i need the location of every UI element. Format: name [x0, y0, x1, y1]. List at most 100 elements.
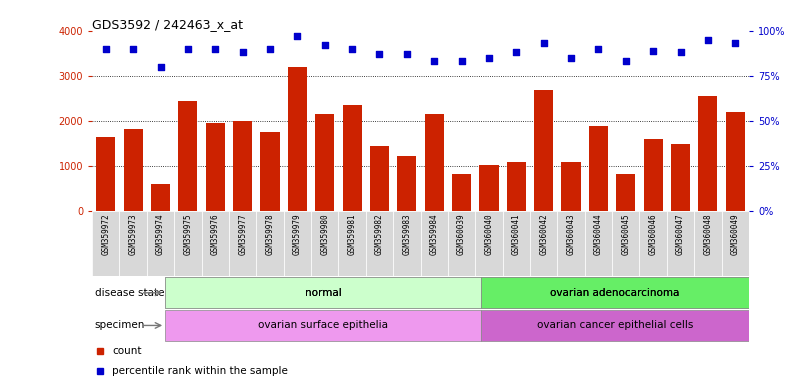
- Point: [619, 58, 632, 65]
- Bar: [562, 162, 581, 211]
- Text: GSM359984: GSM359984: [429, 213, 439, 255]
- Point: [646, 48, 659, 54]
- Bar: [311, 211, 339, 276]
- Point: [373, 51, 386, 57]
- Point: [592, 46, 605, 52]
- Point: [455, 58, 468, 65]
- Bar: [165, 277, 481, 308]
- Bar: [229, 211, 256, 276]
- Point: [318, 42, 331, 48]
- Point: [154, 64, 167, 70]
- Bar: [421, 211, 448, 276]
- Bar: [507, 162, 526, 211]
- Bar: [722, 211, 749, 276]
- Text: ovarian cancer epithelial cells: ovarian cancer epithelial cells: [537, 320, 694, 331]
- Text: count: count: [112, 346, 142, 356]
- Text: GSM359981: GSM359981: [348, 213, 356, 255]
- Text: GSM360041: GSM360041: [512, 213, 521, 255]
- Bar: [481, 277, 749, 308]
- Text: ovarian surface epithelia: ovarian surface epithelia: [258, 320, 388, 331]
- Bar: [475, 211, 503, 276]
- Text: disease state: disease state: [95, 288, 164, 298]
- Text: GSM360044: GSM360044: [594, 213, 603, 255]
- Bar: [315, 114, 334, 211]
- Bar: [151, 184, 170, 211]
- Text: GSM360039: GSM360039: [457, 213, 466, 255]
- Text: GSM360045: GSM360045: [622, 213, 630, 255]
- Text: percentile rank within the sample: percentile rank within the sample: [112, 366, 288, 376]
- Bar: [147, 211, 175, 276]
- Text: GSM359982: GSM359982: [375, 213, 384, 255]
- Bar: [284, 211, 311, 276]
- Text: GSM359976: GSM359976: [211, 213, 219, 255]
- Bar: [589, 126, 608, 211]
- Bar: [666, 211, 694, 276]
- Text: GSM360049: GSM360049: [731, 213, 740, 255]
- Point: [182, 46, 195, 52]
- Text: GSM359979: GSM359979: [293, 213, 302, 255]
- Bar: [557, 211, 585, 276]
- Point: [537, 40, 550, 46]
- Bar: [123, 129, 143, 211]
- Bar: [397, 156, 417, 211]
- Bar: [256, 211, 284, 276]
- Text: GSM360043: GSM360043: [566, 213, 576, 255]
- Text: GSM359975: GSM359975: [183, 213, 192, 255]
- Text: normal: normal: [305, 288, 341, 298]
- Point: [428, 58, 441, 65]
- Text: ovarian adenocarcinoma: ovarian adenocarcinoma: [550, 288, 680, 298]
- Bar: [119, 211, 147, 276]
- Point: [236, 49, 249, 55]
- Bar: [479, 165, 498, 211]
- Bar: [206, 123, 225, 211]
- Text: GSM359974: GSM359974: [156, 213, 165, 255]
- Bar: [481, 310, 749, 341]
- Text: GSM360047: GSM360047: [676, 213, 685, 255]
- Bar: [165, 277, 481, 308]
- Text: GSM359972: GSM359972: [101, 213, 111, 255]
- Bar: [288, 67, 307, 211]
- Point: [291, 33, 304, 39]
- Point: [99, 46, 112, 52]
- Point: [565, 55, 578, 61]
- Bar: [643, 139, 662, 211]
- Point: [346, 46, 359, 52]
- Point: [264, 46, 276, 52]
- Point: [209, 46, 222, 52]
- Point: [729, 40, 742, 46]
- Bar: [726, 112, 745, 211]
- Bar: [694, 211, 722, 276]
- Text: GSM360046: GSM360046: [649, 213, 658, 255]
- Bar: [366, 211, 393, 276]
- Text: GSM359983: GSM359983: [402, 213, 412, 255]
- Bar: [165, 310, 481, 341]
- Bar: [233, 121, 252, 211]
- Bar: [481, 277, 749, 308]
- Bar: [616, 174, 635, 211]
- Bar: [448, 211, 475, 276]
- Text: GSM360042: GSM360042: [539, 213, 548, 255]
- Bar: [96, 137, 115, 211]
- Bar: [530, 211, 557, 276]
- Bar: [585, 211, 612, 276]
- Text: GSM359973: GSM359973: [129, 213, 138, 255]
- Bar: [425, 114, 444, 211]
- Point: [702, 36, 714, 43]
- Bar: [639, 211, 666, 276]
- Point: [510, 49, 523, 55]
- Text: GSM359978: GSM359978: [265, 213, 275, 255]
- Bar: [92, 211, 119, 276]
- Bar: [179, 101, 198, 211]
- Point: [400, 51, 413, 57]
- Bar: [612, 211, 639, 276]
- Bar: [260, 132, 280, 211]
- Text: GSM360048: GSM360048: [703, 213, 712, 255]
- Text: GSM360040: GSM360040: [485, 213, 493, 255]
- Text: ovarian adenocarcinoma: ovarian adenocarcinoma: [550, 288, 680, 298]
- Bar: [503, 211, 530, 276]
- Bar: [343, 105, 362, 211]
- Bar: [339, 211, 366, 276]
- Text: normal: normal: [305, 288, 341, 298]
- Bar: [370, 146, 389, 211]
- Text: GSM359977: GSM359977: [238, 213, 248, 255]
